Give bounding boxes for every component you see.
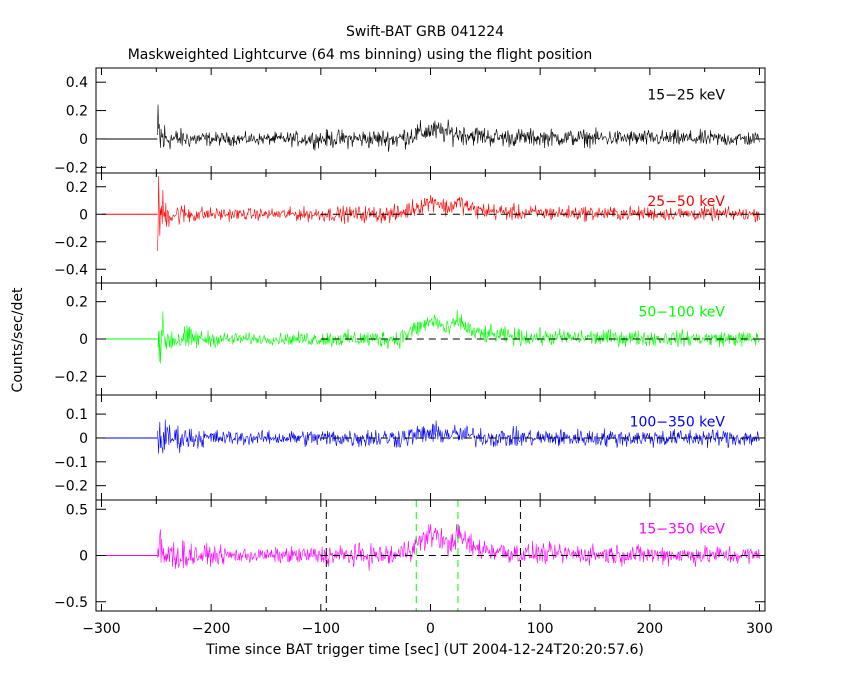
y-tick-label: 0.2: [66, 180, 88, 196]
x-tick-label: −200: [192, 621, 230, 637]
y-tick-label: −0.2: [54, 479, 88, 495]
y-tick-label: −0.2: [54, 369, 88, 385]
x-axis-label: Time since BAT trigger time [sec] (UT 20…: [205, 642, 644, 658]
panel-frame: [95, 394, 766, 501]
x-tick-label: 100: [527, 621, 554, 637]
x-tick-label: 0: [426, 621, 435, 637]
lightcurve-series: [157, 419, 760, 454]
panel-frame: [95, 67, 766, 174]
y-tick-label: −0.2: [54, 160, 88, 176]
y-axis-label: Counts/sec/det: [10, 287, 26, 392]
y-tick-label: −0.5: [54, 595, 88, 611]
panel-15-350-kev: −0.5 0 0.5 15−350 keV: [54, 499, 766, 612]
x-tick-label: −300: [82, 621, 120, 637]
panel-energy-label: 15−350 keV: [638, 521, 725, 537]
y-tick-label: 0: [79, 132, 88, 148]
lightcurve-series: [157, 309, 760, 364]
lightcurve-series: [157, 175, 760, 252]
x-tick-label: 300: [746, 621, 773, 637]
y-tick-label: 0.1: [66, 407, 88, 423]
x-axis: −300 −200 −100 0 100 200 300: [82, 621, 773, 637]
y-tick-label: 0: [79, 549, 88, 565]
y-tick-label: −0.1: [54, 455, 88, 471]
y-tick-label: 0.4: [66, 75, 88, 91]
y-tick-label: 0.2: [66, 295, 88, 311]
x-tick-label: −100: [302, 621, 340, 637]
y-tick-label: 0: [79, 431, 88, 447]
panel-energy-label: 25−50 keV: [647, 194, 725, 210]
panel-100-350-kev: −0.2 −0.1 0 0.1 100−350 keV: [54, 394, 766, 501]
y-tick-label: 0: [79, 332, 88, 348]
panel-frame: [95, 172, 766, 284]
panel-energy-label: 15−25 keV: [647, 88, 725, 104]
panel-energy-label: 50−100 keV: [638, 305, 725, 321]
panel-energy-label: 100−350 keV: [630, 415, 726, 431]
chart-title: Swift-BAT GRB 041224: [346, 24, 504, 40]
panel-25-50-kev: −0.4 −0.2 0 0.2 25−50 keV: [54, 172, 766, 284]
panel-50-100-kev: −0.2 0 0.2 50−100 keV: [54, 282, 766, 396]
x-tick-label: 200: [636, 621, 663, 637]
lightcurve-series: [157, 104, 760, 152]
y-tick-label: 0: [79, 207, 88, 223]
y-tick-label: −0.2: [54, 235, 88, 251]
panel-group: −0.2 0 0.2 0.4 15−25 keV −0.4 −0.2 0 0.2 25−50 ke…: [54, 67, 766, 612]
y-tick-label: 0.2: [66, 104, 88, 120]
y-tick-label: −0.4: [54, 262, 88, 278]
panel-15-25-kev: −0.2 0 0.2 0.4 15−25 keV: [54, 67, 766, 176]
chart-subtitle: Maskweighted Lightcurve (64 ms binning) …: [128, 47, 593, 63]
y-tick-label: 0.5: [66, 502, 88, 518]
